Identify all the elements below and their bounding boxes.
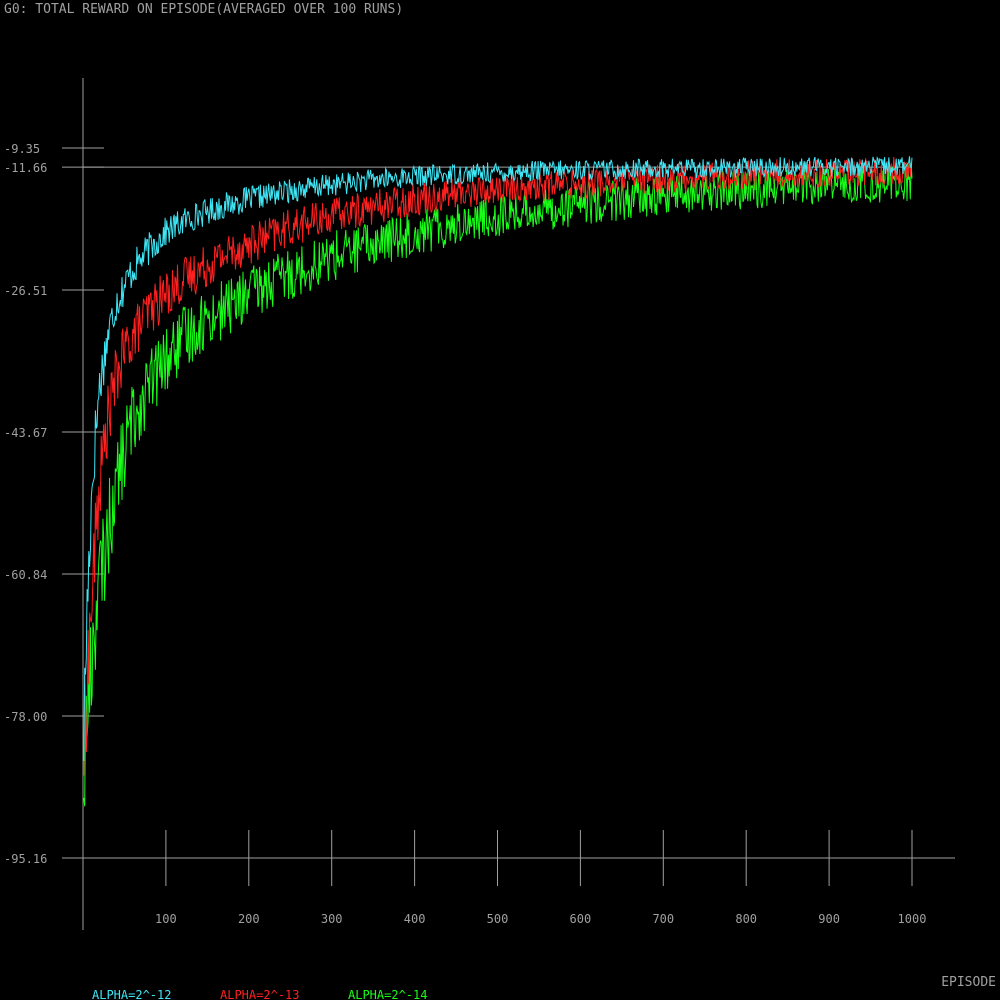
series-line-2 (83, 156, 913, 776)
y-tick-label: -11.66 (4, 161, 47, 175)
x-tick-label: 700 (652, 912, 674, 926)
y-tick-label: -78.00 (4, 710, 47, 724)
x-tick-label: 600 (570, 912, 592, 926)
x-tick-label: 1000 (898, 912, 927, 926)
legend: ALPHA=2^-12 ALPHA=2^-13 ALPHA=2^-14 (92, 988, 427, 1000)
y-tick-label: -95.16 (4, 852, 47, 866)
y-tick-label: -26.51 (4, 284, 47, 298)
x-axis-label: EPISODE (941, 975, 996, 990)
y-tick-label: -60.84 (4, 568, 47, 582)
x-tick-label: 500 (487, 912, 509, 926)
x-tick-label: 100 (155, 912, 177, 926)
x-tick-label: 400 (404, 912, 426, 926)
series-line-3 (83, 163, 913, 807)
chart-title: G0: TOTAL REWARD ON EPISODE(AVERAGED OVE… (4, 2, 403, 17)
y-tick-label: -43.67 (4, 426, 47, 440)
x-tick-label: 300 (321, 912, 343, 926)
legend-entry: ALPHA=2^-14 (348, 988, 427, 1000)
y-tick-label: -9.35 (4, 142, 40, 156)
legend-entry: ALPHA=2^-12 (92, 988, 171, 1000)
x-tick-label: 800 (735, 912, 757, 926)
legend-entry: ALPHA=2^-13 (220, 988, 299, 1000)
x-tick-label: 900 (818, 912, 840, 926)
x-tick-label: 200 (238, 912, 260, 926)
plot-area (83, 156, 913, 807)
axes: -9.35 -11.66 -26.51 -43.67 -60.84 -78.00 -95.1… (4, 78, 955, 930)
series-line-1 (83, 156, 913, 762)
